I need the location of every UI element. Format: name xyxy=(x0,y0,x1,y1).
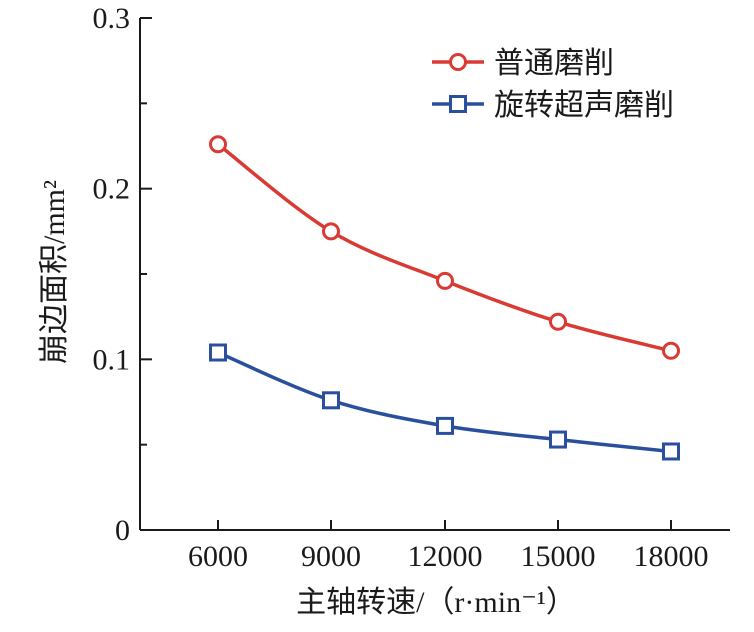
legend-label: 普通磨削 xyxy=(494,47,614,80)
series-line xyxy=(217,350,672,454)
x-axis-title: 主轴转速/（r·min⁻¹） xyxy=(296,586,576,619)
legend-item-2: 旋转超声磨削 xyxy=(432,89,674,122)
series-layer xyxy=(209,135,680,461)
x-tick-label: 9000 xyxy=(301,540,361,573)
legend-marker-circle xyxy=(449,53,467,71)
data-point-square xyxy=(436,416,454,435)
data-point-square xyxy=(662,442,680,461)
data-point-square xyxy=(209,343,227,362)
y-tick-label: 0.2 xyxy=(93,173,131,206)
data-point-circle xyxy=(436,271,454,290)
legend-item-1: 普通磨削 xyxy=(432,47,614,80)
data-point-circle xyxy=(549,312,567,331)
x-tick-label: 6000 xyxy=(188,540,248,573)
series-line xyxy=(216,142,672,353)
x-tick-label: 15000 xyxy=(521,540,596,573)
series-1 xyxy=(209,135,680,360)
data-point-circle xyxy=(322,222,340,241)
series-2 xyxy=(209,343,680,461)
data-point-square xyxy=(549,430,567,449)
data-point-circle xyxy=(662,341,680,360)
data-point-square xyxy=(322,391,340,410)
legend-marker-square xyxy=(449,95,467,113)
y-tick-label: 0.3 xyxy=(93,2,131,35)
x-tick-label: 12000 xyxy=(408,540,483,573)
x-tick-label: 18000 xyxy=(634,540,709,573)
y-axis-title: 崩边面积/mm² xyxy=(38,180,71,364)
legend-label: 旋转超声磨削 xyxy=(494,89,674,122)
y-tick-label: 0.1 xyxy=(93,343,131,376)
data-point-circle xyxy=(209,135,227,154)
axes: 0 0.1 0.2 0.3 6000 9000 12000 15000 18000 xyxy=(93,2,730,573)
y-tick-label: 0 xyxy=(115,514,130,547)
